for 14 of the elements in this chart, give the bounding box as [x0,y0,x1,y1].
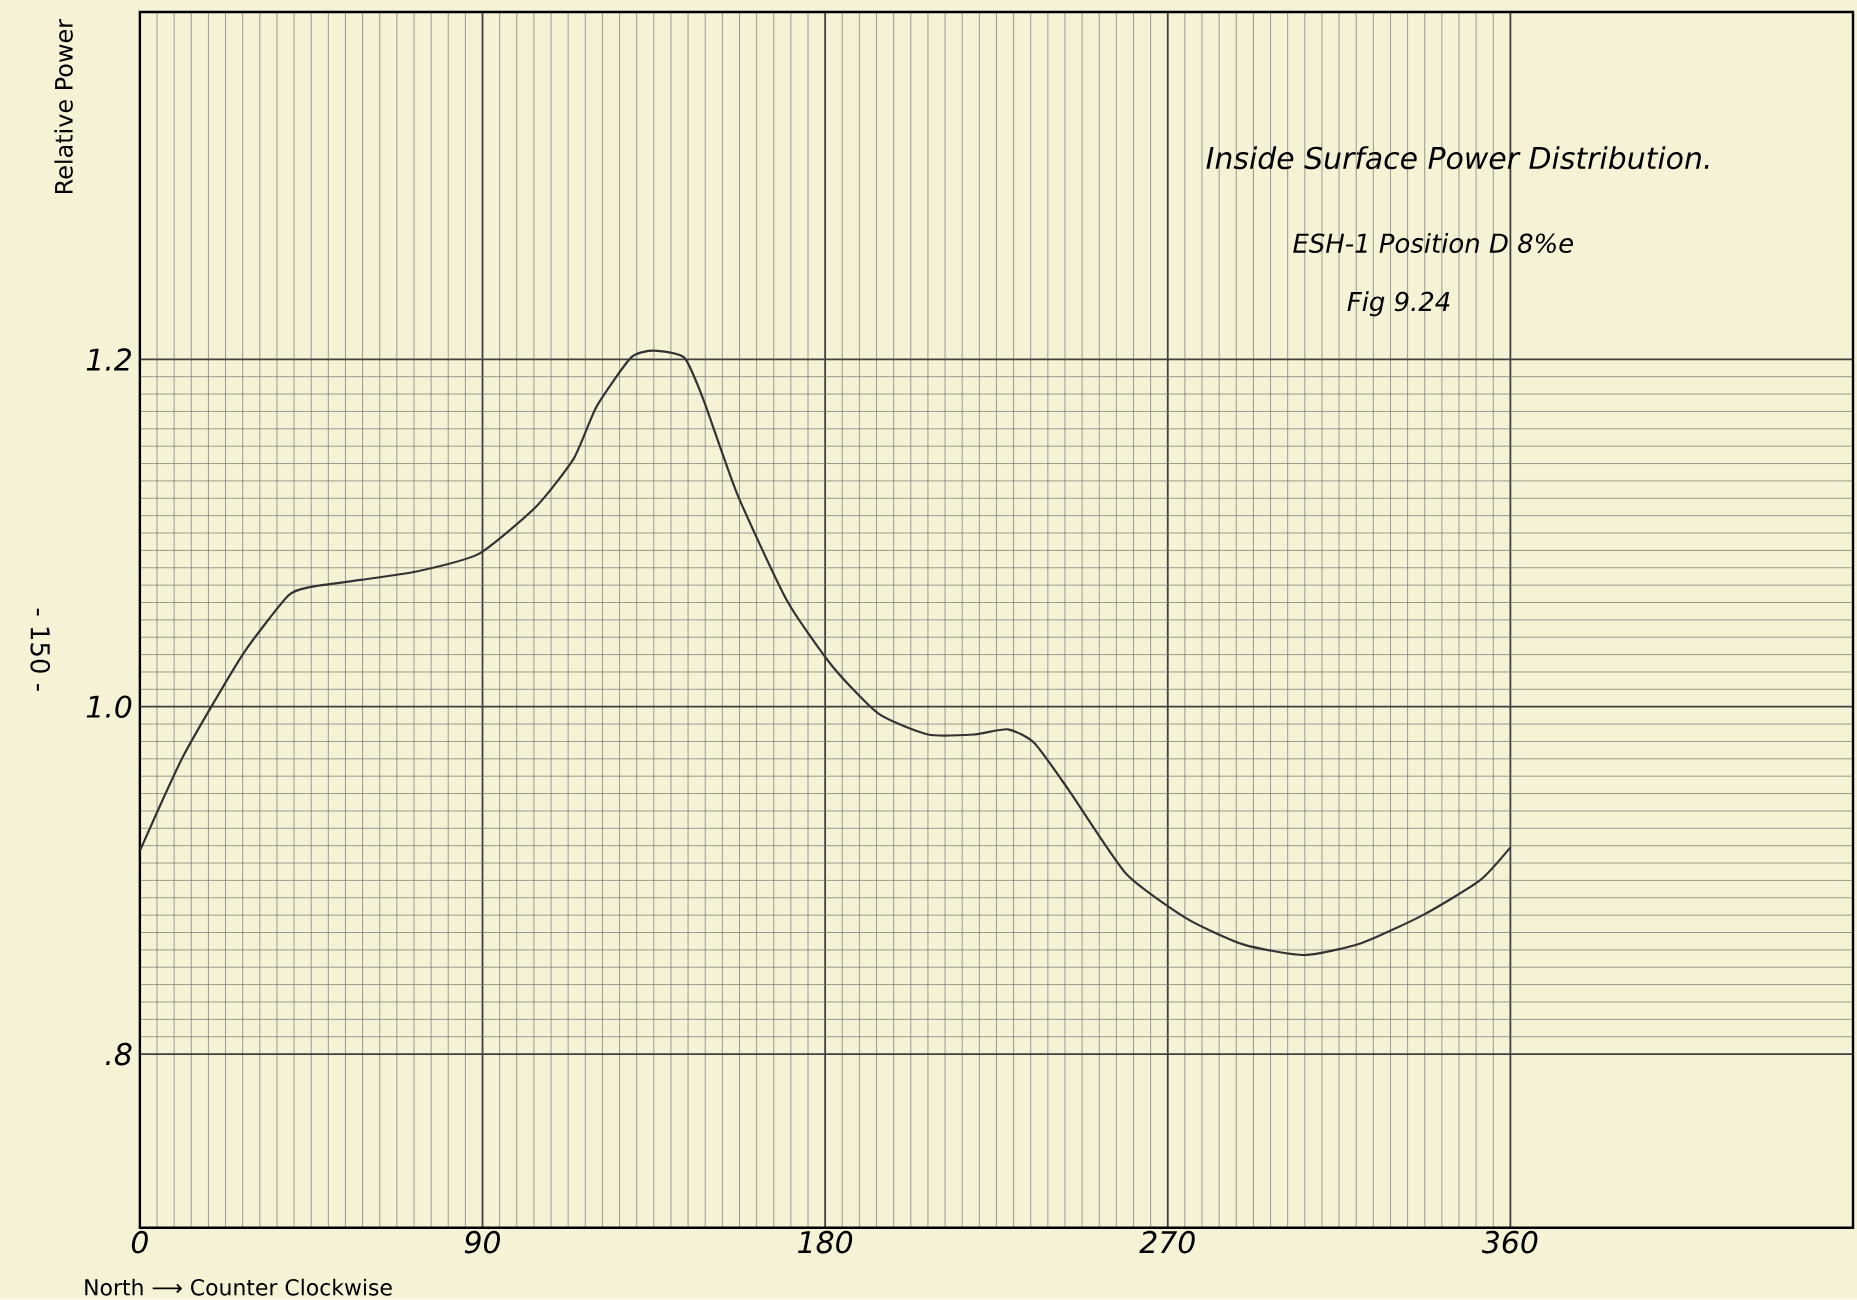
x-axis-title: North ⟶ Counter Clockwise [85,1278,392,1296]
x-tick-label: 0 [131,1231,148,1254]
line-series [139,349,1512,957]
annotation: Fig 9.24 [1347,291,1450,317]
y-tick-label: 1.0 [86,695,132,719]
x-tick-label: 180 [798,1231,853,1254]
y-tick-label: 1.2 [86,348,131,371]
x-tick-label: 90 [464,1231,501,1254]
text: ESH-1 Position D 8%e [1293,233,1573,254]
x-tick-label: 270 [1139,1231,1195,1254]
x-tick-label: 360 [1481,1231,1538,1254]
text: - 150 - [30,608,51,692]
y-tick-label: .8 [106,1043,132,1066]
y-axis-title: Relative Power [54,19,73,194]
